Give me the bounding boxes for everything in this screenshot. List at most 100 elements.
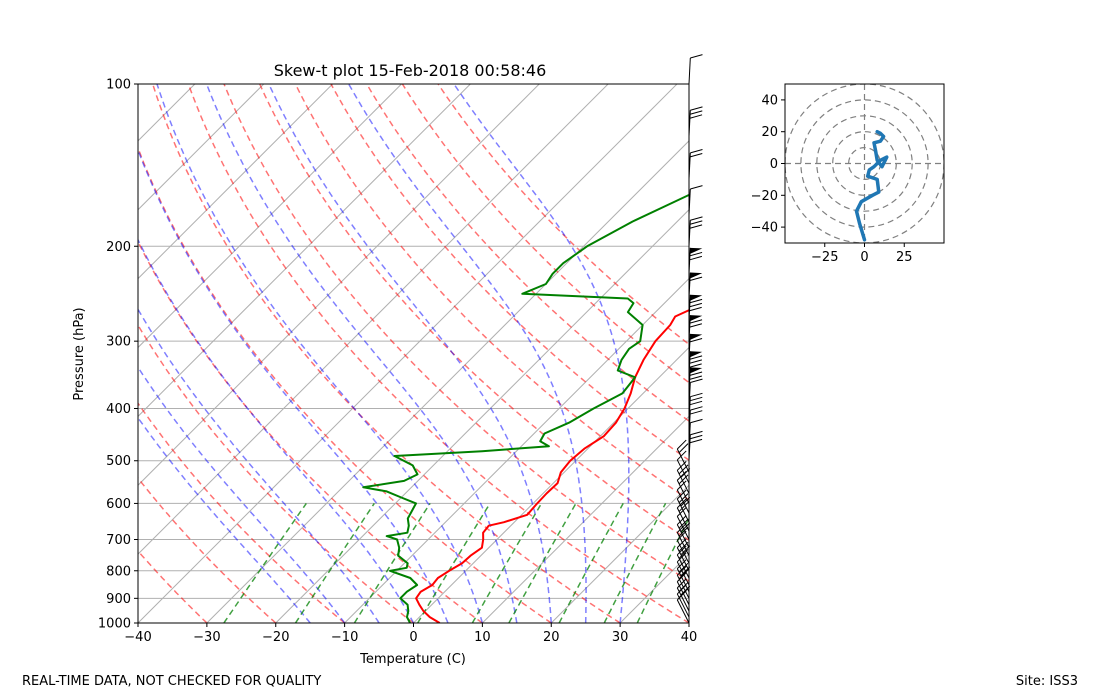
dry-adiabat bbox=[330, 84, 689, 462]
dry-adiabat bbox=[138, 323, 414, 623]
hodograph-trace-group bbox=[854, 129, 889, 242]
y-tick-label: 400 bbox=[106, 402, 131, 417]
hodo-y-tick-label: 40 bbox=[761, 93, 778, 108]
y-tick-label: 300 bbox=[106, 335, 131, 350]
dewpoint-profile bbox=[362, 193, 689, 623]
wind-barb bbox=[688, 106, 703, 137]
mixing-ratio-line bbox=[294, 502, 375, 623]
hodograph-rings bbox=[785, 84, 944, 243]
wind-barb bbox=[688, 149, 703, 179]
wind-barb bbox=[676, 480, 690, 514]
dry-adiabat bbox=[138, 145, 552, 623]
hodo-x-tick-label: 25 bbox=[896, 250, 913, 265]
x-axis-label: Temperature (C) bbox=[359, 652, 466, 667]
x-tick-label: −30 bbox=[193, 630, 220, 645]
y-tick-label: 200 bbox=[106, 240, 131, 255]
isotherm-gridline bbox=[138, 84, 609, 555]
quality-disclaimer: REAL-TIME DATA, NOT CHECKED FOR QUALITY bbox=[22, 674, 322, 689]
x-tick-label: −40 bbox=[124, 630, 151, 645]
y-tick-label: 1000 bbox=[98, 617, 131, 632]
x-tick-label: 40 bbox=[681, 630, 698, 645]
moist-adiabat bbox=[138, 365, 346, 623]
y-tick-label: 900 bbox=[106, 592, 131, 607]
dry-adiabat bbox=[259, 84, 689, 542]
wind-barb bbox=[688, 272, 703, 299]
hodo-y-tick-label: 20 bbox=[761, 125, 778, 140]
isotherm-gridline bbox=[550, 484, 689, 623]
isotherm-gridline bbox=[138, 84, 265, 211]
isotherm-gridline bbox=[138, 84, 540, 486]
dry-adiabat bbox=[294, 84, 689, 501]
isotherm-gridline bbox=[344, 277, 689, 623]
hodo-y-tick-label: 0 bbox=[770, 157, 778, 172]
y-tick-label: 800 bbox=[106, 564, 131, 579]
wind-barb bbox=[676, 450, 690, 484]
wind-barb bbox=[676, 515, 691, 548]
x-tick-label: 10 bbox=[474, 630, 491, 645]
wind-barb bbox=[688, 294, 703, 321]
mixing-ratio-line bbox=[471, 503, 543, 623]
dry-adiabat bbox=[401, 84, 689, 384]
isotherm-gridline bbox=[206, 140, 689, 623]
y-tick-label: 700 bbox=[106, 533, 131, 548]
moist-adiabat bbox=[138, 416, 311, 623]
wind-barb bbox=[676, 523, 690, 556]
wind-barb bbox=[688, 216, 703, 247]
isotherm-gridline bbox=[138, 84, 333, 280]
wind-barb bbox=[676, 530, 690, 564]
isotherm-gridline bbox=[138, 84, 471, 418]
wind-barb bbox=[688, 185, 703, 216]
wind-barb bbox=[688, 367, 703, 394]
skew-t-background-lines bbox=[0, 84, 689, 623]
wind-barb bbox=[676, 439, 690, 473]
y-axis-label: Pressure (hPa) bbox=[72, 307, 87, 400]
isotherm-gridline bbox=[275, 209, 689, 623]
hodograph-ticks: −25 0 25 40 20 0 −20 −40 bbox=[751, 93, 913, 265]
dry-adiabat bbox=[138, 240, 483, 623]
isotherm-gridline bbox=[138, 84, 678, 623]
wind-barb bbox=[676, 489, 691, 523]
temperature-profile bbox=[415, 309, 689, 623]
skew-t-frame bbox=[137, 83, 690, 624]
dry-adiabat bbox=[138, 401, 346, 623]
mixing-ratio-line bbox=[353, 502, 431, 623]
y-tick-label: 100 bbox=[106, 78, 131, 93]
moist-adiabat bbox=[138, 238, 415, 623]
dry-adiabat bbox=[151, 84, 621, 623]
wind-barb bbox=[688, 392, 703, 423]
wind-barb bbox=[676, 498, 690, 532]
hodograph: −25 0 25 40 20 0 −20 −40 bbox=[751, 83, 945, 265]
moist-adiabat bbox=[348, 84, 587, 623]
wind-barb bbox=[688, 247, 703, 274]
moist-adiabat bbox=[268, 84, 553, 623]
wind-barb bbox=[688, 54, 703, 85]
isotherm-gridline bbox=[688, 622, 689, 623]
mixing-ratio-line bbox=[223, 502, 307, 623]
dry-adiabat bbox=[223, 84, 689, 583]
wind-barb bbox=[676, 470, 690, 504]
x-tick-label: 0 bbox=[409, 630, 417, 645]
wind-barbs bbox=[676, 54, 703, 624]
x-tick-label: −10 bbox=[331, 630, 358, 645]
x-tick-label: 20 bbox=[543, 630, 560, 645]
dry-adiabat bbox=[437, 84, 689, 346]
isotherm-gridline bbox=[413, 346, 689, 623]
isotherm-gridline bbox=[482, 415, 689, 623]
hodo-x-tick-label: 0 bbox=[860, 250, 868, 265]
dry-adiabat bbox=[138, 476, 277, 623]
dry-adiabat bbox=[187, 84, 689, 623]
hodo-y-tick-label: −40 bbox=[751, 221, 778, 236]
wind-barb bbox=[676, 507, 690, 540]
x-tick-label: 30 bbox=[612, 630, 629, 645]
wind-barb bbox=[688, 430, 703, 461]
moist-adiabat bbox=[156, 84, 484, 623]
y-tick-label: 500 bbox=[106, 454, 131, 469]
chart-title: Skew-t plot 15-Feb-2018 00:58:46 bbox=[274, 61, 547, 80]
hodo-y-tick-label: −20 bbox=[751, 189, 778, 204]
skew-t-series bbox=[362, 193, 689, 623]
hodograph-trace bbox=[854, 129, 889, 242]
isotherm-gridline bbox=[0, 84, 57, 623]
